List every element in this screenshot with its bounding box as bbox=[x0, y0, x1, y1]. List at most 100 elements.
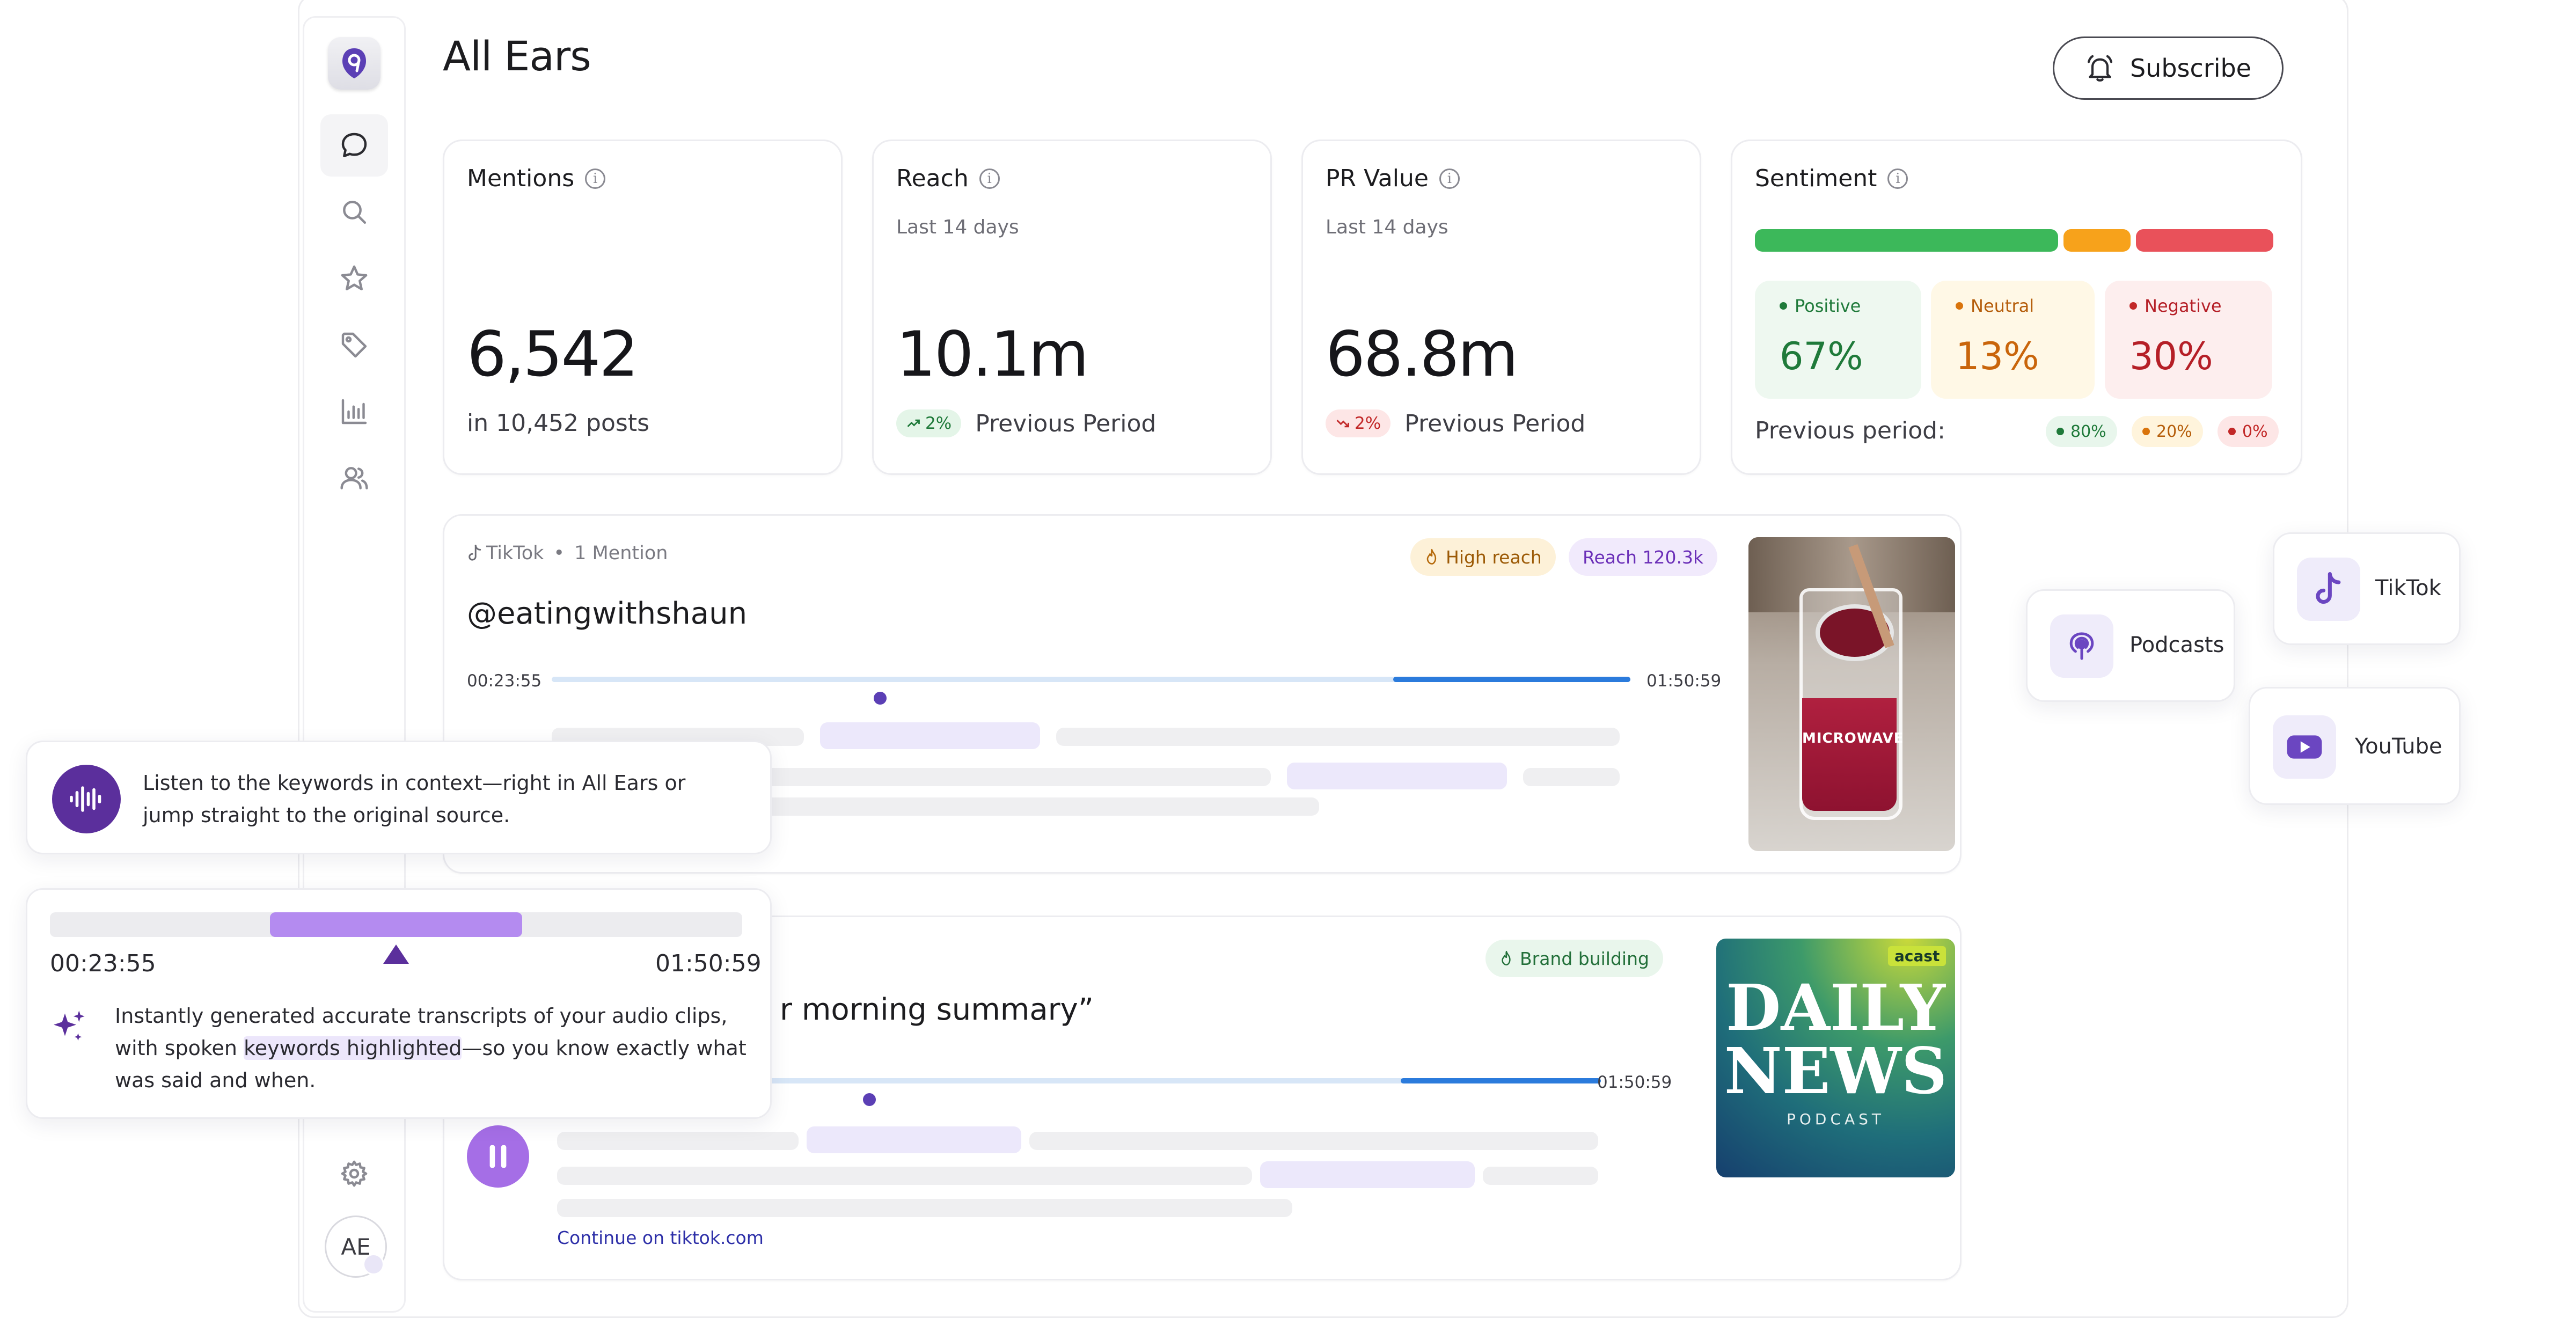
prev-negative-pill: 0% bbox=[2218, 416, 2279, 447]
info-icon[interactable]: i bbox=[979, 168, 1000, 189]
sentiment-positive-box: Positive 67% bbox=[1755, 281, 1921, 399]
audio-progress-track[interactable] bbox=[766, 1078, 1601, 1083]
logo-icon bbox=[342, 48, 366, 78]
mentions-posts: in 10,452 posts bbox=[467, 409, 649, 437]
podcast-cover[interactable]: acast DAILY NEWS PODCAST bbox=[1716, 939, 1955, 1177]
pr-label-row: PR Value i bbox=[1326, 165, 1460, 192]
mention-thumbnail[interactable]: MICROWAVE bbox=[1748, 537, 1955, 851]
clip-time-start: 00:23:55 bbox=[50, 950, 156, 977]
sentiment-label-row: Sentiment i bbox=[1755, 165, 1908, 192]
youtube-icon bbox=[2287, 735, 2322, 759]
reach-foot-label: Previous Period bbox=[975, 409, 1157, 437]
transcript-skeleton bbox=[1483, 1167, 1598, 1185]
flame-icon bbox=[1502, 950, 1511, 966]
thumb-liquid bbox=[1802, 698, 1897, 811]
platform-podcasts[interactable]: Podcasts bbox=[2026, 589, 2235, 702]
clip-selection[interactable] bbox=[270, 912, 522, 937]
transcript-skeleton bbox=[1056, 728, 1620, 746]
info-icon[interactable]: i bbox=[585, 168, 606, 189]
continue-link[interactable]: Continue on tiktok.com bbox=[557, 1227, 764, 1248]
podcasts-label: Podcasts bbox=[2129, 633, 2224, 657]
clip-playhead-marker[interactable] bbox=[383, 944, 409, 964]
sidebar-item-analytics[interactable] bbox=[320, 380, 388, 443]
mention-quote[interactable]: r morning summary” bbox=[780, 992, 1094, 1027]
mention-platform: TikTok bbox=[486, 543, 544, 564]
playhead-marker[interactable] bbox=[874, 692, 887, 705]
sidebar-item-tags[interactable] bbox=[320, 314, 388, 376]
sidebar-item-favorites[interactable] bbox=[320, 247, 388, 310]
brand-building-badge: Brand building bbox=[1485, 940, 1663, 977]
transcript-skeleton bbox=[557, 1199, 1292, 1217]
sidebar-item-users[interactable] bbox=[320, 447, 388, 509]
pr-value-label: PR Value bbox=[1326, 165, 1429, 192]
audio-progress-fill bbox=[1400, 1078, 1601, 1083]
cover-brand: acast bbox=[1888, 946, 1946, 966]
page-title: All Ears bbox=[443, 32, 591, 80]
bar-chart-icon bbox=[341, 399, 367, 424]
trend-down-icon bbox=[1336, 420, 1349, 428]
previous-period-label: Previous period: bbox=[1755, 417, 1945, 444]
subscribe-button[interactable]: Subscribe bbox=[2053, 36, 2284, 100]
tiktok-label: TikTok bbox=[2375, 576, 2441, 601]
info-icon[interactable]: i bbox=[1887, 168, 1908, 189]
sentiment-bar-positive bbox=[1755, 229, 2058, 252]
high-reach-label: High reach bbox=[1446, 546, 1542, 568]
audio-progress-track[interactable] bbox=[552, 677, 1630, 682]
reach-value-badge: Reach 120.3k bbox=[1569, 538, 1718, 576]
pr-value-delta: 2% bbox=[1355, 414, 1381, 433]
platform-tiktok[interactable]: TikTok bbox=[2273, 532, 2461, 645]
mention-meta: TikTok • 1 Mention bbox=[467, 543, 668, 564]
reach-value: 10.1m bbox=[896, 318, 1089, 391]
mentions-label: Mentions bbox=[467, 165, 575, 192]
mention-count: 1 Mention bbox=[574, 543, 668, 564]
clip-track[interactable] bbox=[50, 912, 742, 937]
reach-label-row: Reach i bbox=[896, 165, 1000, 192]
reach-value-label: Reach 120.3k bbox=[1583, 546, 1704, 568]
positive-label: Positive bbox=[1795, 296, 1861, 316]
platform-youtube[interactable]: YouTube bbox=[2249, 687, 2461, 805]
prev-negative-value: 0% bbox=[2242, 422, 2268, 441]
reach-period: Last 14 days bbox=[896, 216, 1019, 238]
star-icon bbox=[341, 265, 368, 291]
reach-foot: 2% Previous Period bbox=[896, 409, 1156, 437]
user-initials: AE bbox=[341, 1233, 371, 1260]
playhead-marker[interactable] bbox=[863, 1093, 876, 1106]
pr-value-delta-badge: 2% bbox=[1326, 409, 1391, 437]
brand-building-label: Brand building bbox=[1520, 948, 1649, 969]
sentiment-bar-neutral bbox=[2063, 229, 2131, 252]
audio-time-end: 01:50:59 bbox=[1646, 671, 1722, 691]
youtube-label: YouTube bbox=[2355, 734, 2442, 759]
prev-neutral-pill: 20% bbox=[2132, 416, 2203, 447]
transcript-callout: 00:23:55 01:50:59 Instantly generated ac… bbox=[26, 888, 772, 1119]
sentiment-label: Sentiment bbox=[1755, 165, 1877, 192]
transcript-keyword-skeleton bbox=[1287, 763, 1507, 789]
sentiment-bar-negative bbox=[2136, 229, 2273, 252]
pause-button[interactable] bbox=[467, 1125, 529, 1188]
prev-positive-value: 80% bbox=[2070, 422, 2106, 441]
audio-time-end: 01:50:59 bbox=[1597, 1073, 1672, 1092]
reach-card: Reach i Last 14 days 10.1m 2% Previous P… bbox=[872, 140, 1272, 475]
flame-icon bbox=[1426, 548, 1437, 565]
neutral-value: 13% bbox=[1956, 334, 2039, 378]
transcript-skeleton bbox=[557, 1132, 799, 1150]
gear-icon bbox=[341, 1160, 368, 1187]
sidebar-item-settings[interactable] bbox=[320, 1143, 388, 1205]
transcript-keyword-skeleton bbox=[807, 1126, 1021, 1153]
sidebar-item-search[interactable] bbox=[320, 181, 388, 243]
app-logo[interactable] bbox=[328, 37, 380, 90]
mentions-label-row: Mentions i bbox=[467, 165, 606, 192]
transcript-skeleton bbox=[557, 1167, 1252, 1185]
user-avatar[interactable]: AE bbox=[325, 1216, 387, 1278]
reach-delta: 2% bbox=[925, 414, 952, 433]
sentiment-neutral-box: Neutral 13% bbox=[1931, 281, 2095, 399]
trend-up-icon bbox=[907, 419, 920, 427]
info-icon[interactable]: i bbox=[1439, 168, 1460, 189]
high-reach-badge: High reach bbox=[1410, 538, 1556, 576]
audio-progress-fill bbox=[1393, 677, 1630, 682]
sparkle-icon bbox=[54, 1011, 85, 1041]
mention-handle[interactable]: @eatingwithshaun bbox=[467, 596, 748, 631]
sidebar-item-mentions[interactable] bbox=[320, 114, 388, 177]
negative-value: 30% bbox=[2129, 334, 2213, 378]
reach-delta-badge: 2% bbox=[896, 409, 962, 437]
neutral-label: Neutral bbox=[1971, 296, 2035, 316]
